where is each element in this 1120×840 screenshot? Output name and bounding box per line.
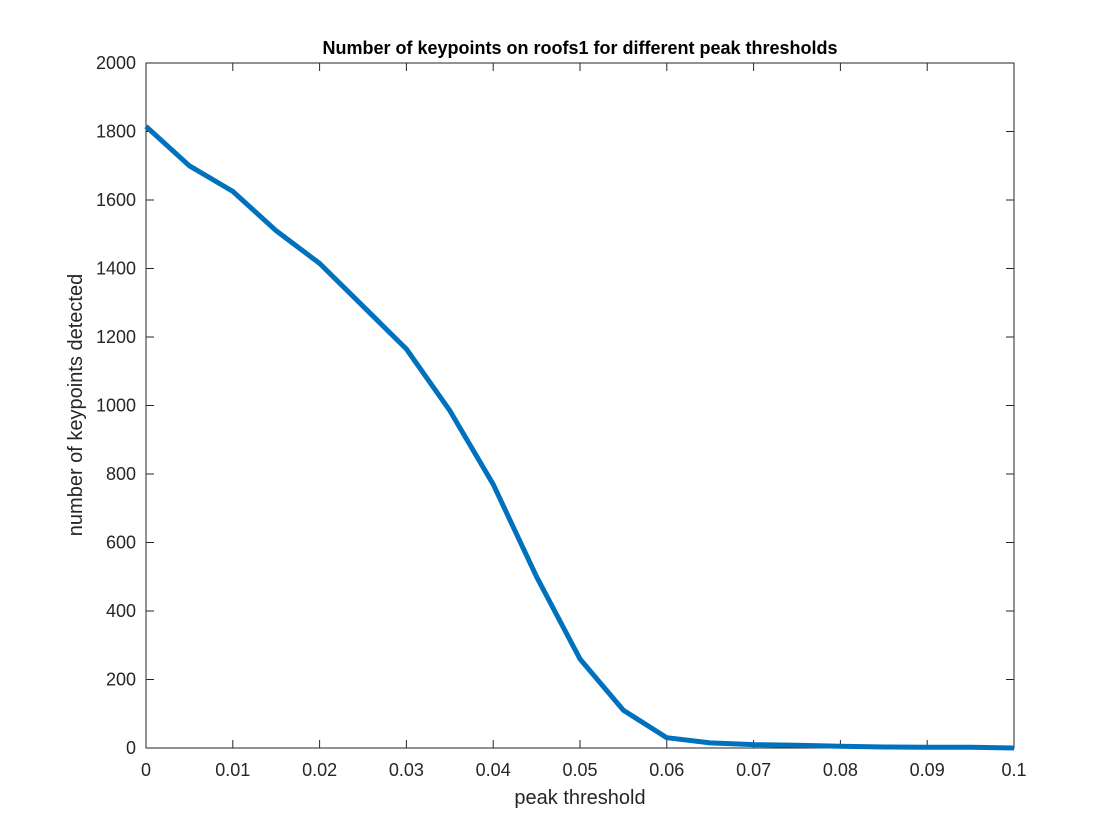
x-tick-label: 0.05 — [562, 760, 597, 780]
x-tick-label: 0.1 — [1001, 760, 1026, 780]
y-tick-label: 1800 — [96, 122, 136, 142]
series-layer — [144, 124, 1015, 751]
y-tick-label: 200 — [106, 670, 136, 690]
y-tick-label: 1000 — [96, 396, 136, 416]
x-tick-label: 0.08 — [823, 760, 858, 780]
x-tick-label: 0.03 — [389, 760, 424, 780]
x-axis-label: peak threshold — [514, 787, 645, 809]
x-tick-label: 0.04 — [476, 760, 511, 780]
y-tick-label: 400 — [106, 601, 136, 621]
x-tick-label: 0.06 — [649, 760, 684, 780]
y-tick-label: 1200 — [96, 327, 136, 347]
y-tick-label: 2000 — [96, 53, 136, 73]
x-tick-label: 0.01 — [215, 760, 250, 780]
plot-area-frame — [145, 62, 1015, 749]
x-tick-label: 0 — [141, 760, 151, 780]
y-tick-label: 0 — [126, 738, 136, 758]
x-tick-label: 0.09 — [910, 760, 945, 780]
y-axis-ticks: 0 200 400 600 800 1000 1200 1400 1600 1800 2000 — [96, 53, 1014, 758]
y-tick-label: 1400 — [96, 259, 136, 279]
x-tick-label: 0.02 — [302, 760, 337, 780]
y-tick-label: 800 — [106, 464, 136, 484]
x-tick-label: 0.07 — [736, 760, 771, 780]
y-tick-label: 1600 — [96, 190, 136, 210]
chart-title: Number of keypoints on roofs1 for differ… — [322, 38, 837, 58]
y-axis-label: number of keypoints detected — [65, 274, 87, 536]
y-tick-label: 600 — [106, 533, 136, 553]
series-line — [144, 124, 1015, 751]
